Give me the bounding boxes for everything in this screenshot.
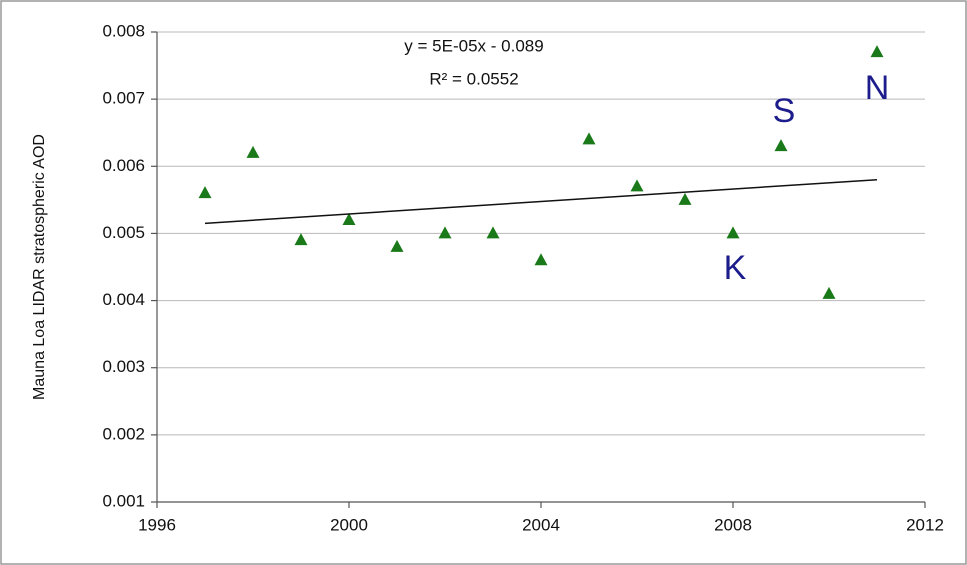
trendline: [204, 178, 878, 225]
marker: [822, 286, 836, 299]
marker: [198, 186, 212, 199]
annotation: S: [773, 92, 796, 130]
marker: [438, 226, 452, 239]
marker: [294, 233, 308, 246]
r-squared: R² = 0.0552: [429, 69, 518, 88]
marker: [246, 145, 260, 158]
y-tick-label: 0.002: [102, 424, 145, 443]
x-tick-label: 2008: [714, 515, 752, 534]
marker: [630, 179, 644, 192]
y-tick-label: 0.007: [102, 89, 145, 108]
marker: [678, 192, 692, 205]
marker: [582, 132, 596, 145]
y-tick-label: 0.003: [102, 357, 145, 376]
marker: [726, 226, 740, 239]
y-tick-label: 0.005: [102, 223, 145, 242]
y-tick-label: 0.006: [102, 156, 145, 175]
marker: [390, 239, 404, 252]
marker: [870, 45, 884, 58]
marker: [534, 253, 548, 266]
x-tick-label: 1996: [138, 515, 176, 534]
marker: [486, 226, 500, 239]
y-axis-label: Mauna Loa LIDAR stratospheric AOD: [31, 134, 48, 400]
annotation: N: [865, 69, 890, 107]
y-tick-label: 0.001: [102, 491, 145, 510]
x-tick-label: 2012: [906, 515, 944, 534]
y-tick-label: 0.008: [102, 21, 145, 40]
annotation: K: [724, 249, 747, 287]
y-tick-label: 0.004: [102, 290, 145, 309]
x-tick-label: 2000: [330, 515, 368, 534]
marker: [774, 139, 788, 152]
x-tick-label: 2004: [522, 515, 560, 534]
marker: [342, 213, 356, 225]
equation: y = 5E-05x - 0.089: [404, 36, 543, 55]
